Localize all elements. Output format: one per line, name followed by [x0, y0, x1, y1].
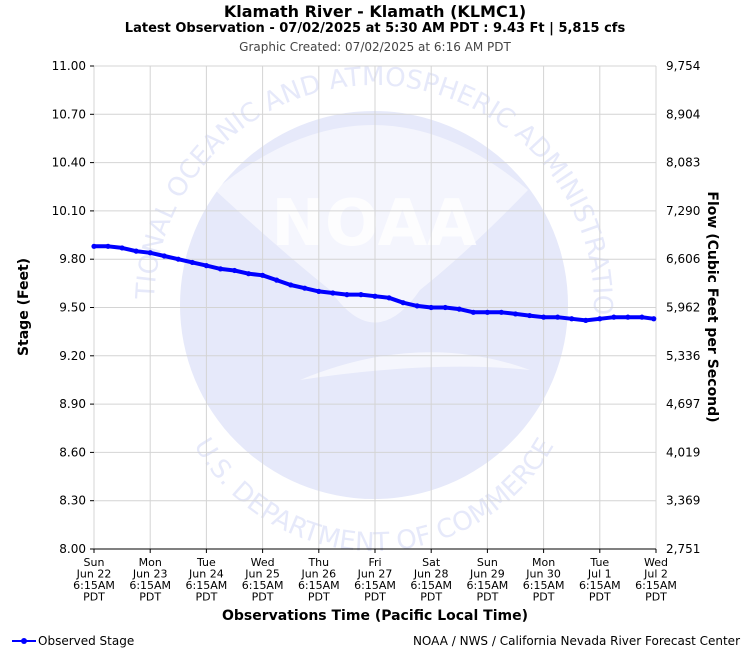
data-point	[625, 314, 631, 320]
data-point	[583, 317, 589, 323]
watermark-logo-text: NOAA	[271, 187, 477, 261]
x-tick-label: Tue Jun 24 6:15AM PDT	[186, 556, 228, 604]
data-point	[260, 272, 266, 278]
data-point	[161, 253, 167, 259]
y-tick-label: 10.40	[52, 156, 86, 170]
data-point	[147, 250, 153, 256]
y-tick-label: 10.10	[52, 204, 86, 218]
agency-credit: NOAA / NWS / California Nevada River For…	[412, 634, 740, 648]
y-tick-label: 9.50	[59, 301, 86, 315]
y2-tick-label: 3,369	[666, 494, 700, 508]
data-point	[203, 263, 209, 269]
legend: Observed Stage	[12, 634, 134, 648]
y2-tick-label: 4,019	[666, 445, 700, 459]
x-tick-label: Mon Jun 30 6:15AM PDT	[523, 556, 565, 604]
data-point	[470, 309, 476, 315]
y2-tick-label: 2,751	[666, 542, 700, 556]
noaa-watermark: NOAANATIONAL OCEANIC AND ATMOSPHERIC ADM…	[0, 0, 617, 558]
x-tick-label: Sun Jun 29 6:15AM PDT	[467, 556, 509, 604]
data-point	[611, 314, 617, 320]
legend-line-marker	[12, 638, 36, 644]
y2-tick-label: 7,290	[666, 204, 700, 218]
y-tick-label: 10.70	[52, 107, 86, 121]
x-axis-label: Observations Time (Pacific Local Time)	[222, 608, 528, 624]
y-tick-label: 8.90	[59, 397, 86, 411]
graphic-created: Graphic Created: 07/02/2025 at 6:16 AM P…	[239, 40, 511, 54]
data-point	[597, 316, 603, 322]
x-tick-label: Sun Jun 22 6:15AM PDT	[73, 556, 115, 604]
data-point	[231, 267, 238, 274]
data-point	[288, 282, 294, 288]
series-group	[91, 243, 657, 323]
y2-tick-label: 8,904	[666, 107, 700, 121]
data-point	[639, 314, 645, 320]
data-point	[119, 245, 125, 251]
chart-title: Klamath River - Klamath (KLMC1)	[223, 2, 527, 21]
y-tick-label: 11.00	[52, 59, 86, 73]
x-tick-label: Wed Jun 25 6:15AM PDT	[242, 556, 284, 604]
data-point	[541, 314, 547, 320]
data-point	[386, 295, 392, 301]
data-point	[498, 309, 505, 315]
legend-label: Observed Stage	[38, 634, 135, 648]
data-point	[484, 309, 490, 315]
latest-observation: Latest Observation - 07/02/2025 at 5:30 …	[124, 21, 626, 36]
data-point	[372, 293, 378, 299]
data-point	[555, 314, 561, 320]
y2-tick-label: 5,336	[666, 349, 700, 363]
y2-tick-label: 6,606	[666, 252, 700, 266]
y2-tick-label: 4,697	[666, 397, 700, 411]
data-point	[330, 290, 336, 296]
y2-tick-label: 5,962	[666, 301, 700, 315]
y-tick-label: 8.60	[59, 445, 86, 459]
data-point	[456, 306, 462, 312]
x-tick-label: Sat Jun 28 6:15AM PDT	[410, 556, 452, 604]
y2-tick-label: 8,083	[666, 156, 700, 170]
data-point	[316, 288, 322, 294]
data-point	[344, 292, 350, 298]
data-point	[569, 316, 575, 322]
data-point	[651, 316, 657, 322]
data-point	[358, 292, 364, 298]
x-tick-label: Thu Jun 26 6:15AM PDT	[298, 556, 340, 604]
y-tick-label: 9.20	[59, 349, 86, 363]
chart-axes: 11.00 9,754 10.70 8,904 10.40 8,083 10.10 7,290…	[52, 59, 701, 604]
data-point	[189, 259, 195, 266]
x-tick-label: Mon Jun 23 6:15AM PDT	[129, 556, 171, 604]
x-tick-label: Wed Jul 2 6:15AM PDT	[635, 556, 677, 604]
y2-axis-label: Flow (Cubic Feet per Second)	[704, 191, 720, 422]
y-tick-label: 9.80	[59, 252, 86, 266]
data-point	[414, 303, 420, 309]
data-point	[400, 300, 406, 306]
data-point	[512, 311, 519, 317]
x-tick-label: Tue Jul 1 6:15AM PDT	[579, 556, 621, 604]
data-point	[105, 243, 111, 249]
y-tick-label: 8.00	[59, 542, 86, 556]
data-point	[428, 304, 434, 311]
data-point	[526, 312, 533, 319]
y-tick-label: 8.30	[59, 494, 86, 508]
y2-tick-label: 9,754	[666, 59, 700, 73]
data-point	[302, 285, 308, 291]
data-point	[175, 256, 181, 262]
x-tick-label: Fri Jun 27 6:15AM PDT	[354, 556, 396, 604]
data-point	[245, 271, 252, 277]
watermark-gull	[215, 125, 528, 323]
data-point	[442, 304, 448, 311]
y-axis-label: Stage (Feet)	[16, 258, 32, 356]
chart-grid	[93, 65, 657, 550]
data-point	[133, 248, 139, 254]
data-point	[91, 243, 97, 249]
data-point	[274, 277, 280, 283]
watermark-wave	[300, 352, 530, 380]
data-point	[217, 266, 224, 272]
